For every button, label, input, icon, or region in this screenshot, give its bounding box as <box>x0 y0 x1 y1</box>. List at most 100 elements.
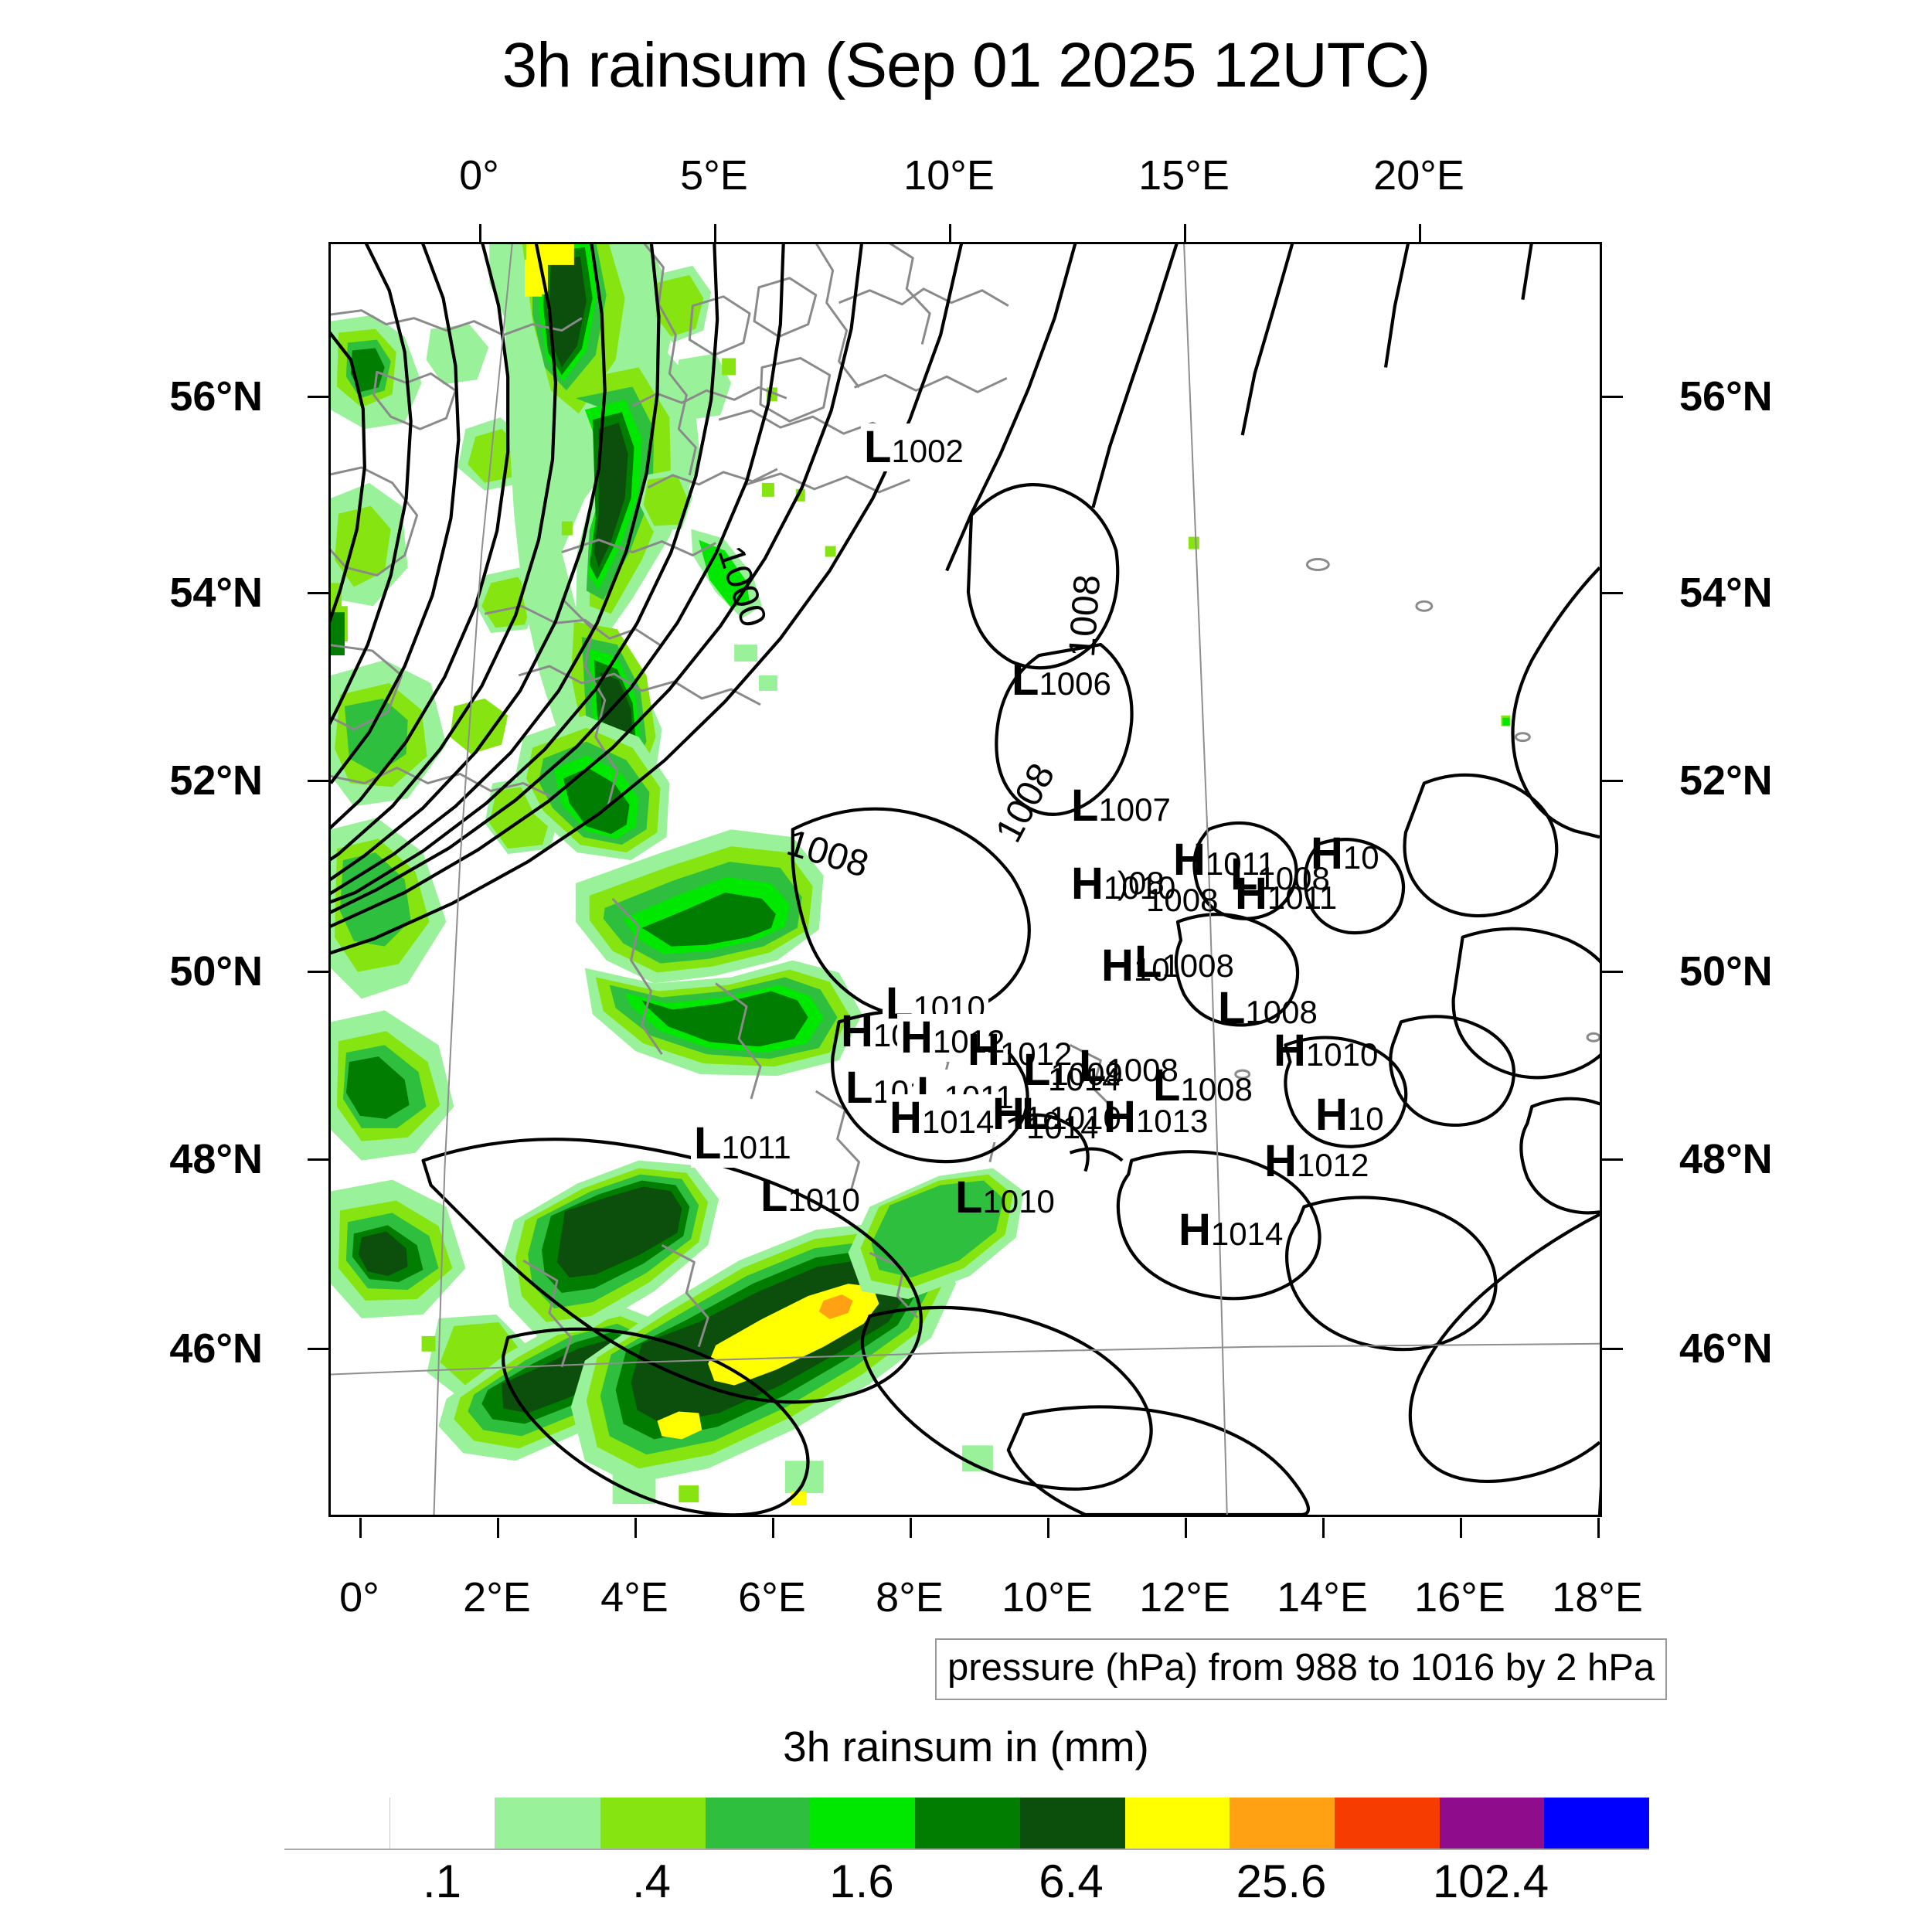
colorbar-swatch[interactable] <box>1439 1798 1545 1849</box>
colorbar-swatch[interactable] <box>284 1798 390 1849</box>
isobar-label: 1008 <box>1061 573 1109 659</box>
lon-tick-top: 0° <box>459 152 499 199</box>
colorbar-title: 3h rainsum in (mm) <box>783 1723 1149 1770</box>
lat-tick-right: 46°N <box>1679 1325 1773 1372</box>
lat-tick-left: 52°N <box>169 757 263 804</box>
colorbar-tick: .1 <box>422 1855 462 1907</box>
coastlines <box>331 244 1600 1368</box>
lon-tickmark-bottom <box>359 1518 362 1538</box>
weather-map[interactable]: L1002 L1006 L1007 H1011 H1010 L1008 H1011 H10 H1… <box>328 242 1602 1517</box>
pressure-system-type: L <box>845 1063 873 1113</box>
pressure-system-type: L <box>694 1118 722 1168</box>
colorbar-swatch[interactable] <box>1124 1798 1230 1849</box>
colorbar[interactable] <box>284 1798 1649 1850</box>
lat-tick-right: 50°N <box>1679 948 1773 995</box>
pressure-system-type: H <box>1264 1136 1297 1186</box>
lon-tickmark-top <box>949 224 951 243</box>
pressure-system-label: L1008 <box>1079 1044 1179 1089</box>
colorbar-tick: 102.4 <box>1432 1855 1549 1907</box>
colorbar-swatch[interactable] <box>810 1798 916 1849</box>
page-title: 3h rainsum (Sep 01 2025 12UTC) <box>502 30 1431 100</box>
pressure-system-type: H <box>1315 1090 1348 1140</box>
lon-tickmark-top <box>714 224 716 243</box>
lat-tick-left: 54°N <box>169 570 263 616</box>
pressure-system-type: H <box>1173 835 1206 885</box>
pressure-system-type: H <box>1274 1026 1306 1076</box>
pressure-system-value: 1011 <box>721 1129 791 1165</box>
colorbar-tick: 25.6 <box>1236 1855 1327 1907</box>
pressure-system-type: L <box>1230 849 1258 900</box>
lon-tickmark-top <box>1184 224 1186 243</box>
pressure-system-label: H10 <box>1315 1093 1384 1138</box>
colorbar-swatch[interactable] <box>1544 1798 1649 1849</box>
colorbar-tick: 1.6 <box>829 1855 894 1907</box>
colorbar-swatch[interactable] <box>705 1798 811 1849</box>
pressure-system-type: H <box>968 1025 1000 1075</box>
pressure-system-value: 1010 <box>1049 1100 1121 1136</box>
pressure-system-value: 10 <box>1347 1100 1384 1137</box>
lon-tick-bottom: 0° <box>339 1574 379 1621</box>
pressure-system-value: 1010 <box>982 1183 1055 1219</box>
lat-tick-right: 48°N <box>1679 1136 1773 1182</box>
lon-tick-bottom: 14°E <box>1277 1574 1368 1621</box>
lon-tick-bottom: 8°E <box>876 1574 944 1621</box>
lon-tick-bottom: 2°E <box>463 1574 531 1621</box>
pressure-system-value: 1008 <box>1257 860 1330 896</box>
lat-tickmark-right <box>1601 780 1623 782</box>
pressure-system-label: L1010 <box>760 1174 860 1219</box>
lat-tickmark-right <box>1601 592 1623 594</box>
colorbar-swatch[interactable] <box>389 1798 496 1849</box>
map-value-text: 1008 <box>1146 882 1219 918</box>
colorbar-swatch[interactable] <box>915 1798 1020 1849</box>
pressure-system-type: L <box>1022 1089 1049 1139</box>
colorbar-swatch[interactable] <box>1334 1798 1440 1849</box>
lon-tickmark-bottom <box>1047 1518 1049 1538</box>
lon-tick-bottom: 6°E <box>738 1574 806 1621</box>
precip-shading <box>331 244 1511 1506</box>
pressure-system-type: L <box>1071 781 1099 831</box>
pressure-system-label: H1010 <box>1071 862 1175 906</box>
colorbar-swatch[interactable] <box>1019 1798 1125 1849</box>
pressure-system-label: H1014 <box>886 1093 998 1143</box>
graticule <box>331 244 1600 1515</box>
pressure-system-type: H <box>889 1093 922 1143</box>
map-value-text: 1014 <box>1048 1061 1121 1097</box>
pressure-system-type: H <box>1104 1092 1136 1142</box>
lat-tickmark-left <box>308 780 329 782</box>
pressure-note: pressure (hPa) from 988 to 1016 by 2 hPa <box>935 1638 1668 1700</box>
lon-tickmark-top <box>1419 224 1421 243</box>
lat-tick-right: 54°N <box>1679 570 1773 616</box>
pressure-system-label: H1012 <box>1264 1139 1369 1184</box>
pressure-system-value: 1007 <box>1098 791 1171 828</box>
lon-tick-bottom: 10°E <box>1002 1574 1093 1621</box>
pressure-system-label: L1008 <box>1153 1063 1253 1108</box>
colorbar-swatch[interactable] <box>1230 1798 1335 1849</box>
pressure-system-type: H <box>900 1012 933 1063</box>
lon-tickmark-top <box>479 224 481 243</box>
pressure-system-label: L1008 <box>1230 852 1330 897</box>
pressure-system-type: L <box>1012 655 1039 705</box>
lat-tickmark-left <box>308 1158 329 1161</box>
map-value-text: 1014 <box>1026 1109 1099 1145</box>
pressure-system-label: H1010 <box>1274 1029 1378 1073</box>
pressure-system-type: H <box>1101 940 1134 991</box>
pressure-system-label: H1013 <box>1104 1095 1208 1140</box>
pressure-system-label: L1010 <box>1022 1092 1121 1137</box>
pressure-system-type: L <box>1134 937 1162 987</box>
lon-tick-bottom: 16°E <box>1414 1574 1505 1621</box>
map-value-label: )08 <box>1117 867 1165 900</box>
pressure-system-type: H <box>1071 859 1104 909</box>
pressure-system-value: 1008 <box>1106 1052 1179 1088</box>
lat-tickmark-left <box>308 1348 329 1350</box>
colorbar-swatch[interactable] <box>600 1798 706 1849</box>
lat-tick-right: 56°N <box>1679 373 1773 420</box>
lat-tick-left: 48°N <box>169 1136 263 1182</box>
pressure-system-value: 10 <box>1133 951 1170 988</box>
pressure-system-label: L1002 <box>861 423 967 471</box>
map-value-label: 1008 <box>1146 884 1218 917</box>
lon-tickmark-bottom <box>1185 1518 1187 1538</box>
pressure-system-type: H <box>1179 1205 1211 1255</box>
lon-tick-bottom: 18°E <box>1552 1574 1643 1621</box>
colorbar-swatch[interactable] <box>495 1798 601 1849</box>
lat-tickmark-right <box>1601 1348 1623 1350</box>
